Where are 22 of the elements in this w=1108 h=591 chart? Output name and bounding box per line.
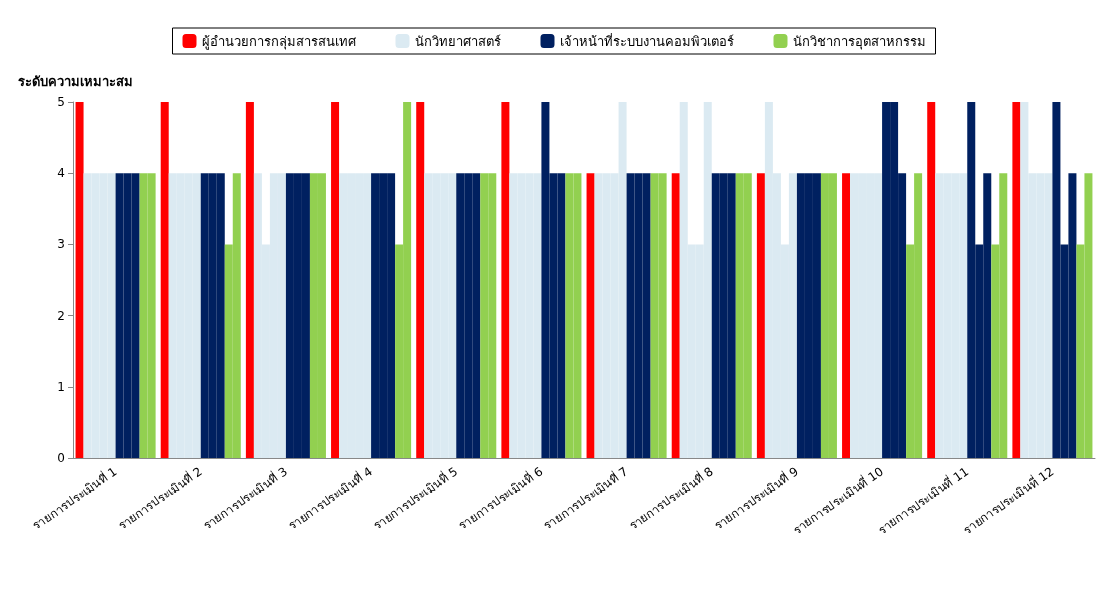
y-axis-title: ระดับความเหมาะสม — [18, 74, 133, 89]
bar — [331, 102, 340, 458]
legend-label: นักวิชาการอุตสาหกรรม — [792, 33, 926, 50]
bar — [842, 173, 851, 458]
bar — [927, 102, 936, 458]
legend-label: เจ้าหน้าที่ระบบงานคอมพิวเตอร์ — [559, 32, 734, 49]
bar — [501, 102, 510, 458]
y-tick-label: 3 — [57, 237, 65, 252]
bar — [416, 102, 425, 458]
y-tick-label: 4 — [57, 166, 65, 181]
bar — [1012, 102, 1021, 458]
legend-label: ผู้อำนวยการกลุ่มสารสนเทศ — [201, 33, 357, 50]
y-tick-label: 2 — [57, 308, 65, 323]
y-tick-label: 5 — [57, 95, 65, 109]
y-tick-label: 1 — [57, 379, 65, 394]
y-tick-label: 0 — [57, 451, 65, 465]
bar — [671, 173, 680, 458]
bar — [245, 102, 254, 458]
legend-label: นักวิทยาศาสตร์ — [414, 33, 501, 49]
bar — [586, 173, 595, 458]
bar — [756, 173, 765, 458]
bar — [160, 102, 169, 458]
